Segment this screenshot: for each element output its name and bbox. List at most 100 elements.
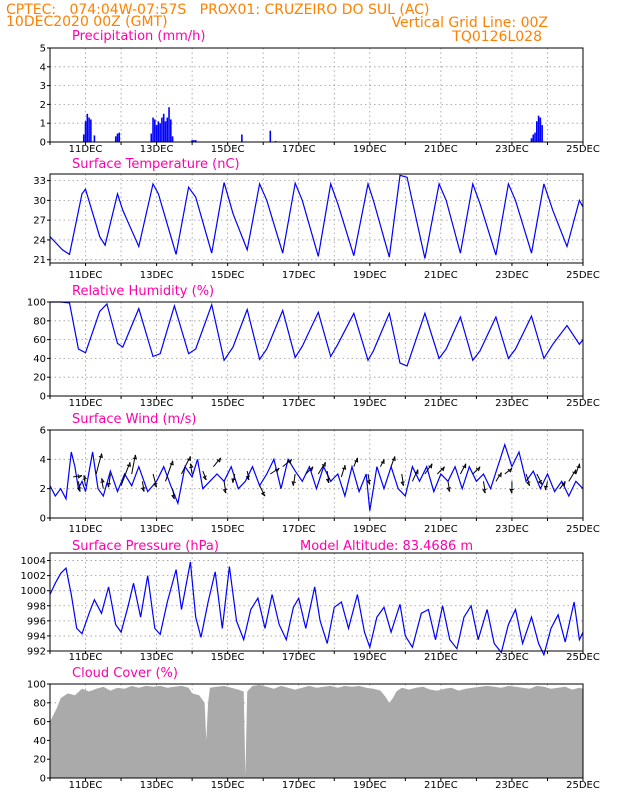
x-date-label: 25DEC xyxy=(566,780,600,791)
wind-arrowhead xyxy=(98,453,103,459)
wind-arrow xyxy=(317,462,326,475)
wind-arrow xyxy=(77,481,81,492)
y-tick-label: 4 xyxy=(40,62,46,73)
cloud-title: Cloud Cover (%) xyxy=(72,666,178,681)
wind-arrow xyxy=(172,488,175,500)
y-tick-label: 30 xyxy=(33,196,46,207)
x-date-label: 23DEC xyxy=(495,398,529,409)
y-tick-label: 4 xyxy=(40,455,46,466)
x-date-label: 23DEC xyxy=(495,524,529,535)
x-date-label: 21DEC xyxy=(424,270,458,281)
wind-arrow xyxy=(411,469,419,482)
wind-arrowhead xyxy=(507,467,513,473)
temperature-panel: 21 24 27 30 33 11DEC 13DEC 15DEC 17DEC 19DEC 21DEC… xyxy=(33,157,600,281)
wind-arrowhead xyxy=(544,485,549,491)
x-date-label: 13DEC xyxy=(140,524,174,535)
plot-frame xyxy=(49,47,584,143)
precip-bar xyxy=(118,132,121,142)
wind-arrowhead xyxy=(260,491,266,497)
wind-panel: 0 2 4 6 11DEC 13DEC 15DEC 17DEC 19DEC 21DEC 23DEC 2… xyxy=(40,412,600,535)
wind-arrow xyxy=(232,473,236,483)
precip-bar xyxy=(530,138,533,142)
wind-arrow xyxy=(401,473,405,486)
x-date-label: 25DEC xyxy=(566,524,600,535)
wind-arrowhead xyxy=(414,469,419,475)
wind-arrow xyxy=(525,473,531,486)
wind-arrowhead xyxy=(291,481,296,486)
wind-arrowhead xyxy=(106,482,111,488)
precip-bar xyxy=(168,107,170,142)
wind-arrow xyxy=(259,485,266,497)
wind-arrow xyxy=(436,466,445,475)
wind-arrowhead xyxy=(132,454,137,460)
x-date-label: 15DEC xyxy=(211,144,245,155)
x-date-label: 21DEC xyxy=(424,398,458,409)
x-date-label: 23DEC xyxy=(495,780,529,791)
wind-arrow xyxy=(575,463,580,475)
x-date-label: 21DEC xyxy=(424,144,458,155)
x-date-label: 11DEC xyxy=(69,144,103,155)
precip-bar xyxy=(269,130,272,142)
wind-arrowhead xyxy=(100,478,105,483)
wind-arrow xyxy=(131,454,136,475)
wind-line xyxy=(49,442,584,511)
x-date-label: 19DEC xyxy=(353,144,387,155)
y-tick-label: 0 xyxy=(40,138,46,149)
header-model: TQ0126L028 xyxy=(452,29,542,45)
y-tick-label: 21 xyxy=(33,255,46,266)
wind-arrowhead xyxy=(380,459,385,465)
y-tick-label: 100 xyxy=(27,298,46,309)
wind-arrow xyxy=(101,478,104,489)
wind-arrowhead xyxy=(440,466,445,472)
wind-arrowhead xyxy=(366,479,371,485)
wind-arrow xyxy=(120,462,131,486)
precip-bar xyxy=(194,140,197,142)
y-tick-label: 0 xyxy=(40,392,46,403)
plot-frame xyxy=(49,552,584,652)
precipitation-title: Precipitation (mm/h) xyxy=(72,29,205,44)
wind-arrow xyxy=(213,457,221,467)
humidity-line xyxy=(50,301,584,367)
x-date-label: 17DEC xyxy=(282,270,316,281)
wind-arrowhead xyxy=(462,463,467,469)
wind-arrowhead xyxy=(446,487,451,492)
x-date-label: 23DEC xyxy=(495,270,529,281)
x-date-label: 13DEC xyxy=(140,652,174,663)
pressure-title: Surface Pressure (hPa) xyxy=(72,539,219,554)
wind-arrowhead xyxy=(391,456,396,462)
wind-arrowhead xyxy=(202,475,207,481)
x-date-label: 15DEC xyxy=(211,524,245,535)
precip-bar xyxy=(152,117,154,142)
wind-arrow xyxy=(472,466,481,475)
precip-bar xyxy=(193,140,195,142)
wind-arrowhead xyxy=(509,489,514,494)
plot-frame xyxy=(49,429,584,519)
precip-bar xyxy=(162,113,165,142)
wind-arrowhead xyxy=(537,479,543,485)
y-tick-label: 24 xyxy=(33,235,46,246)
x-date-label: 13DEC xyxy=(140,780,174,791)
wind-arrow xyxy=(270,467,280,475)
y-tick-label: 40 xyxy=(33,736,46,747)
x-date-label: 17DEC xyxy=(282,524,316,535)
y-tick-label: 0 xyxy=(40,514,46,525)
pressure-panel: 992 994 996 998 1000 1002 1004 11DEC 13DEC 15DEC 1… xyxy=(21,539,600,663)
wind-arrowhead xyxy=(354,457,359,463)
x-date-label: 11DEC xyxy=(69,652,103,663)
precip-bar xyxy=(241,134,243,142)
temperature-line xyxy=(49,174,584,259)
plot-frame xyxy=(49,301,584,397)
wind-arrow xyxy=(390,456,396,467)
y-tick-label: 3 xyxy=(40,81,46,92)
x-date-label: 11DEC xyxy=(69,398,103,409)
y-tick-label: 2 xyxy=(40,100,46,111)
wind-arrowhead xyxy=(171,494,176,500)
wind-arrow xyxy=(353,457,358,467)
wind-arrowhead xyxy=(576,463,581,469)
precip-bar xyxy=(93,135,96,142)
x-date-label: 21DEC xyxy=(424,652,458,663)
precip-bar xyxy=(114,136,117,142)
x-date-label: 15DEC xyxy=(211,652,245,663)
wind-title: Surface Wind (m/s) xyxy=(72,412,196,427)
